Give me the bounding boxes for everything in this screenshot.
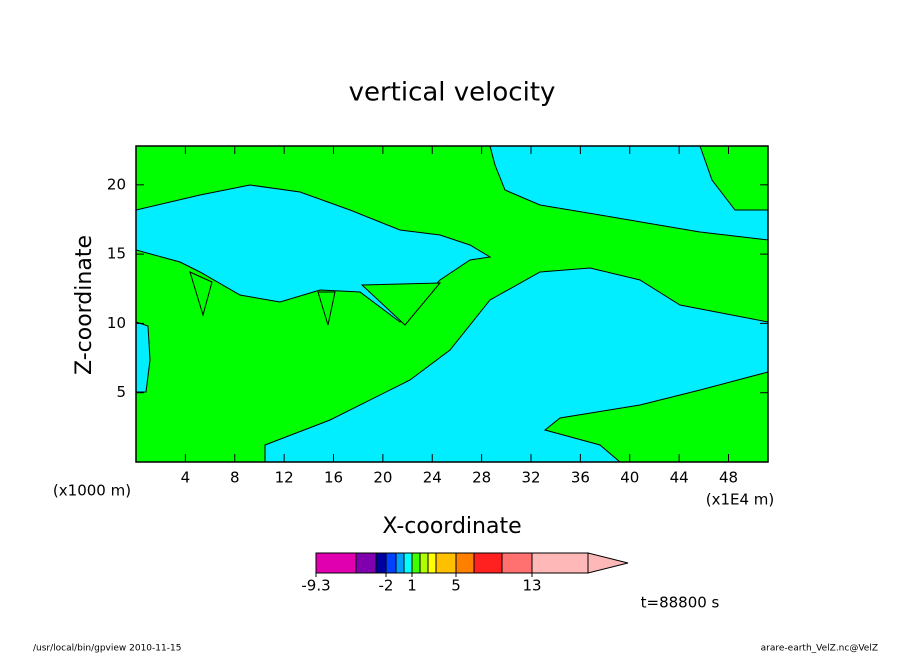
x-axis-unit: (x1E4 m) — [706, 491, 775, 509]
x-tick-label: 4 — [181, 469, 191, 487]
x-tick-label: 24 — [423, 469, 442, 487]
colorbar-extension — [587, 552, 629, 574]
contour-region — [360, 282, 442, 326]
x-tick-label: 48 — [719, 469, 738, 487]
x-tick-label: 32 — [521, 469, 540, 487]
colorbar-tick-label: -2 — [379, 577, 394, 595]
colorbar-segment — [427, 552, 437, 574]
colorbar-segment — [403, 552, 413, 574]
x-tick-label: 40 — [620, 469, 639, 487]
colorbar-segment — [531, 552, 589, 574]
colorbar-segment — [411, 552, 421, 574]
contour-field — [135, 145, 769, 463]
contour-region — [317, 291, 336, 326]
colorbar-segment — [455, 552, 475, 574]
x-tick-label: 20 — [373, 469, 392, 487]
time-label: t=88800 s — [641, 594, 720, 612]
x-tick-label: 36 — [571, 469, 590, 487]
y-axis-unit: (x1000 m) — [53, 482, 131, 500]
footer-right: arare-earth_VelZ.nc@VelZ — [761, 644, 878, 654]
y-tick-label: 5 — [116, 383, 126, 401]
y-tick-label: 20 — [107, 175, 126, 193]
colorbar-segment — [395, 552, 405, 574]
contour-region — [189, 271, 213, 317]
y-axis-label: Z-coordinate — [72, 235, 97, 375]
colorbar-tick-label: -9.3 — [301, 577, 330, 595]
colorbar-tick-label: 1 — [407, 577, 417, 595]
x-tick-label: 16 — [324, 469, 343, 487]
contour-region — [489, 145, 769, 241]
colorbar-segment — [375, 552, 387, 574]
x-tick-label: 8 — [230, 469, 240, 487]
x-axis-label: X-coordinate — [382, 514, 521, 539]
y-tick-label: 15 — [107, 245, 126, 263]
contour-region — [264, 267, 769, 463]
colorbar-segment — [435, 552, 457, 574]
chart-title: vertical velocity — [349, 78, 556, 108]
x-tick-label: 12 — [275, 469, 294, 487]
colorbar-segment — [419, 552, 429, 574]
colorbar-tick-label: 5 — [451, 577, 461, 595]
x-tick-label: 44 — [670, 469, 689, 487]
x-tick-label: 28 — [472, 469, 491, 487]
colorbar-segment — [385, 552, 397, 574]
colorbar-segment — [315, 552, 357, 574]
y-tick-label: 10 — [107, 314, 126, 332]
footer-left: /usr/local/bin/gpview 2010-11-15 — [33, 644, 181, 654]
colorbar-tick-label: 13 — [522, 577, 541, 595]
plot-frame — [135, 145, 769, 463]
colorbar-segment — [355, 552, 377, 574]
colorbar-segment — [501, 552, 533, 574]
colorbar-segment — [473, 552, 503, 574]
